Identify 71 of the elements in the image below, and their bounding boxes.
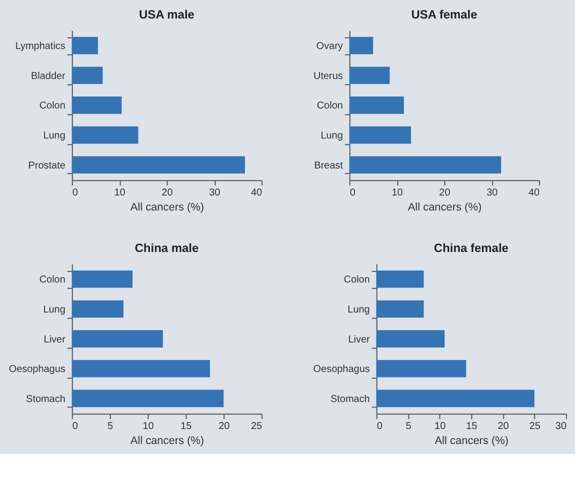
bar [349,156,502,174]
bar [376,300,424,318]
bar [349,66,390,84]
y-tick-label: Oesophagus [313,364,370,376]
bar [349,36,374,54]
y-tick-label: Colon [39,274,66,286]
x-tick-label: 30 [209,188,221,199]
y-tick-label: Lung [320,130,343,142]
y-tick-label: Lung [348,304,370,316]
x-tick-label: 20 [439,188,451,199]
y-tick-label: Prostate [28,160,66,172]
y-tick-label: Colon [344,274,370,286]
y-tick-label: Bladder [31,70,66,82]
y-tick-label: Ovary [316,41,343,52]
x-tick-label: 0 [72,188,78,199]
chart-title: China female [434,240,509,255]
bar [72,66,103,84]
bar [72,36,98,54]
bar [376,270,424,288]
x-tick-label: 10 [114,188,126,199]
bar [376,330,445,348]
x-axis-title: All cancers (%) [130,202,204,214]
y-tick-label: Liver [44,334,66,346]
bar [349,96,404,114]
bar [72,126,138,144]
bar [376,360,466,378]
x-tick-label: 20 [218,421,230,432]
bar [349,126,412,144]
y-tick-label: Stomach [26,394,66,405]
chart-title: USA male [138,7,195,22]
x-tick-label: 0 [350,188,356,199]
bar [376,390,534,408]
y-tick-label: Uterus [314,70,343,82]
x-tick-label: 15 [180,421,192,432]
x-tick-label: 30 [555,421,567,432]
chart-title: China male [134,240,199,255]
x-tick-label: 20 [162,188,174,199]
x-tick-label: 5 [406,421,412,432]
x-tick-label: 25 [250,421,262,432]
bar [72,270,133,288]
bar [72,360,210,378]
y-tick-label: Stomach [330,394,370,405]
x-tick-label: 40 [528,188,540,199]
x-tick-label: 20 [498,421,510,432]
bar [72,390,224,408]
bar [72,330,163,348]
x-tick-label: 0 [72,421,78,432]
x-tick-label: 10 [434,421,446,432]
x-tick-label: 25 [529,421,541,432]
x-tick-label: 40 [250,188,262,199]
x-tick-label: 10 [392,188,404,199]
y-tick-label: Lung [43,130,66,142]
x-axis-title: All cancers (%) [434,435,509,448]
y-tick-label: Colon [39,100,66,112]
y-tick-label: Lung [43,304,66,316]
x-tick-label: 0 [376,421,383,432]
x-tick-label: 15 [466,421,478,432]
y-tick-label: Oesophagus [8,364,66,376]
bar [72,156,245,174]
x-tick-label: 5 [108,421,114,432]
x-axis-title: All cancers (%) [130,435,204,448]
x-axis-title: All cancers (%) [408,202,482,214]
y-tick-label: Lymphatics [15,41,66,52]
y-tick-label: Breast [314,160,344,172]
y-tick-label: Liver [348,334,371,346]
bar [72,300,124,318]
x-tick-label: 30 [486,188,498,199]
chart-title: USA female [411,7,478,22]
bar [72,96,122,114]
y-tick-label: Colon [316,100,343,112]
x-tick-label: 10 [142,421,154,432]
